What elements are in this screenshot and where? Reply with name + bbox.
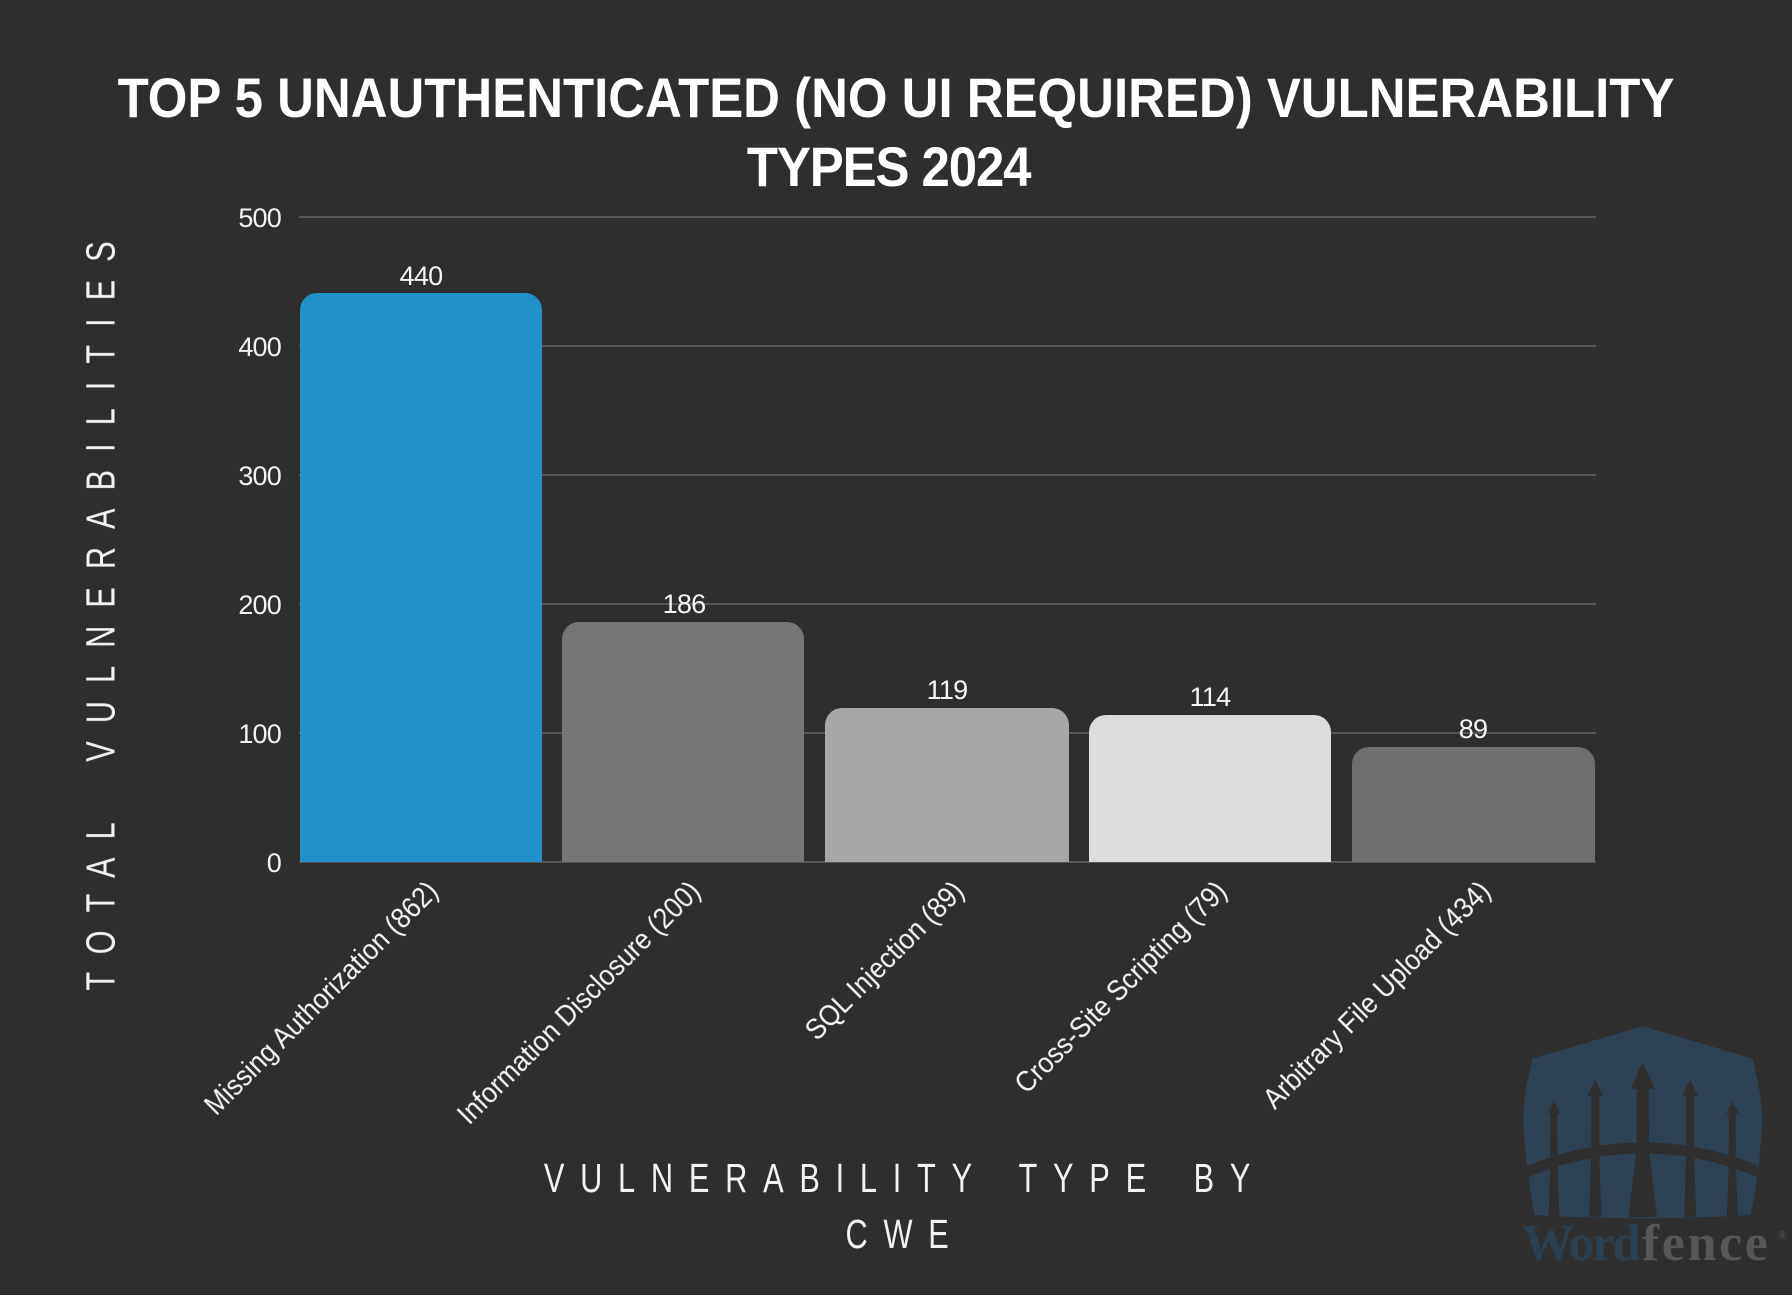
svg-text:Wordfence: Wordfence — [1522, 1215, 1770, 1272]
svg-text:®: ® — [1778, 1228, 1787, 1242]
